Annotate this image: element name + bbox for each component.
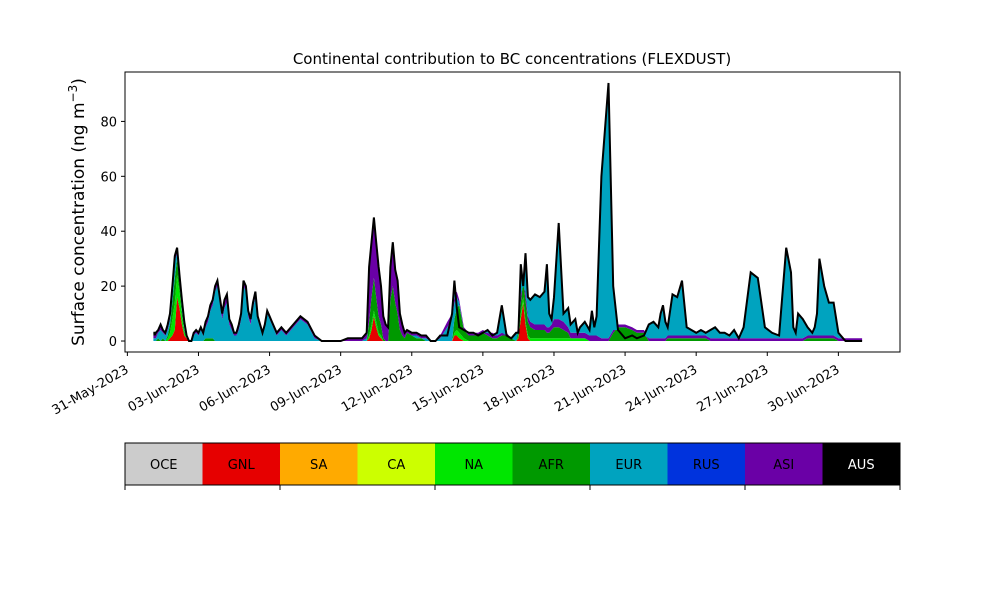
x-tick-label: 30-Jun-2023: [766, 362, 843, 415]
y-tick-label: 40: [100, 225, 117, 240]
legend-colorbar: OCE GNL SA CA NA AFR EUR RUS ASI AUS: [124, 442, 901, 490]
y-axis-label-close: ): [69, 78, 89, 85]
plot-area: [124, 71, 901, 353]
legend-label-rus: RUS: [693, 458, 720, 473]
area-series-eur-upper: [447, 83, 863, 341]
x-tick-label: 15-Jun-2023: [410, 362, 487, 415]
y-axis-label-superscript: −3: [66, 85, 80, 103]
legend-swatch-rus: [667, 443, 745, 485]
legend-label-gnl: GNL: [228, 458, 256, 473]
x-tick-label: 12-Jun-2023: [339, 362, 416, 415]
legend-label-aus: AUS: [848, 458, 875, 473]
y-tick-label: 20: [100, 280, 117, 295]
total-outline: [153, 82, 863, 342]
legend-swatch-aus: [822, 443, 900, 485]
legend-swatch-eur: [590, 443, 668, 485]
legend-swatch-ca: [357, 443, 435, 485]
plot-frame: [124, 71, 901, 353]
chart-title: Continental contribution to BC concentra…: [293, 50, 731, 68]
legend-swatch-sa: [280, 443, 358, 485]
x-tick-label: 21-Jun-2023: [552, 362, 629, 415]
legend-label-eur: EUR: [615, 458, 642, 473]
legend-swatch-asi: [745, 443, 823, 485]
area-series-eur: [153, 253, 863, 341]
legend-swatch-na: [435, 443, 513, 485]
x-axis: 31-May-202303-Jun-202306-Jun-202309-Jun-…: [50, 352, 843, 418]
legend-label-asi: ASI: [773, 458, 794, 473]
legend-frame: [124, 442, 901, 486]
legend-label-sa: SA: [310, 458, 327, 473]
legend-swatch-oce: [125, 443, 203, 485]
legend-swatch-gnl: [202, 443, 280, 485]
legend-label-afr: AFR: [539, 458, 564, 473]
x-tick-label: 24-Jun-2023: [623, 362, 700, 415]
x-tick-label: 27-Jun-2023: [694, 362, 771, 415]
x-tick-label: 03-Jun-2023: [126, 362, 203, 415]
legend-swatch-afr: [512, 443, 590, 485]
legend-label-ca: CA: [387, 458, 405, 473]
y-axis-label: Surface concentration (ng m−3): [66, 78, 89, 346]
y-tick-label: 80: [100, 115, 117, 130]
x-tick-label: 18-Jun-2023: [481, 362, 558, 415]
y-axis-label-text: Surface concentration (ng m: [69, 102, 89, 345]
legend-label-na: NA: [464, 458, 483, 473]
legend-label-oce: OCE: [150, 458, 178, 473]
y-tick-label: 0: [109, 335, 117, 350]
x-tick-label: 06-Jun-2023: [197, 362, 274, 415]
x-tick-label: 31-May-2023: [50, 362, 132, 418]
x-tick-label: 09-Jun-2023: [268, 362, 345, 415]
y-axis: 0 20 40 60 80: [100, 115, 125, 350]
y-tick-label: 60: [100, 170, 117, 185]
